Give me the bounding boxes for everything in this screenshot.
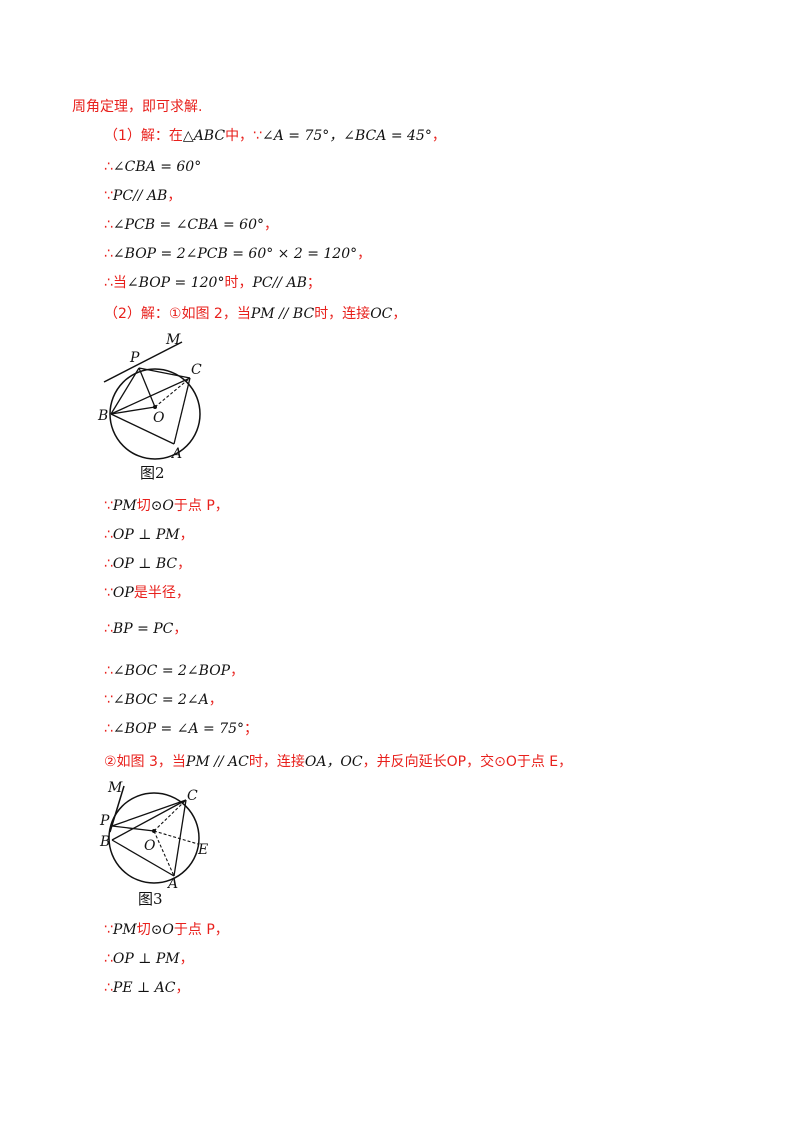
figure-3-diagram: M P C B O E A [99,780,208,890]
label-b: B [99,834,110,850]
tangent-pm [103,341,183,383]
text-line: ∵PM切⊙O于点 P， [104,922,229,938]
text-line: ∴BP = PC， [104,621,188,637]
figure-2-diagram: M P C B O A [97,332,202,460]
circle-o [108,792,200,884]
text-line: ∵OP是半径， [104,585,190,601]
tangent-pm [109,785,125,833]
text-line: ∵PM切⊙O于点 P， [104,498,229,514]
label-e: E [197,842,208,858]
label-b: B [97,408,108,424]
text-line: ∴∠BOP = 2∠PCB = 60° × 2 = 120°， [104,246,372,262]
text-line: ②如图 3，当PM // AC时，连接OA，OC，并反向延长OP，交⊙O于点 E… [104,754,573,770]
text-line: 周角定理，即可求解. [72,99,203,115]
text-line: ∵∠BOC = 2∠A， [104,692,223,708]
label-p: P [99,813,110,829]
text-line: ∴∠CBA = 60° [104,159,202,175]
label-o: O [153,410,165,426]
text-line: ∴∠BOP = ∠A = 75°； [104,721,259,737]
circle-o [109,368,201,460]
figure-3-caption: 图3 [138,890,163,908]
text-line: ∴PE ⊥ AC， [104,980,190,996]
figure-2-caption: 图2 [140,464,165,482]
label-a: A [170,446,182,460]
text-line: ∵PC// AB， [104,188,182,204]
text-line: ∴OP ⊥ PM， [104,527,194,543]
text-line: （2）解：①如图 2，当PM // BC时，连接OC， [104,306,407,322]
text-line: ∴∠BOC = 2∠BOP， [104,663,245,679]
label-a: A [166,876,178,890]
text-line: ∴OP ⊥ PM， [104,951,194,967]
text-line: ∴OP ⊥ BC， [104,556,192,572]
text-line: （1）解：在△ABC中，∵∠A = 75°，∠BCA = 45°， [104,128,446,144]
label-c: C [187,788,198,804]
text-line: ∴∠PCB = ∠CBA = 60°， [104,217,278,233]
text-line: ∴当∠BOP = 120°时，PC// AB； [104,275,321,291]
label-c: C [191,362,202,378]
label-p: P [129,350,140,366]
label-o: O [144,838,156,854]
label-m: M [107,780,123,796]
label-m: M [165,332,181,348]
